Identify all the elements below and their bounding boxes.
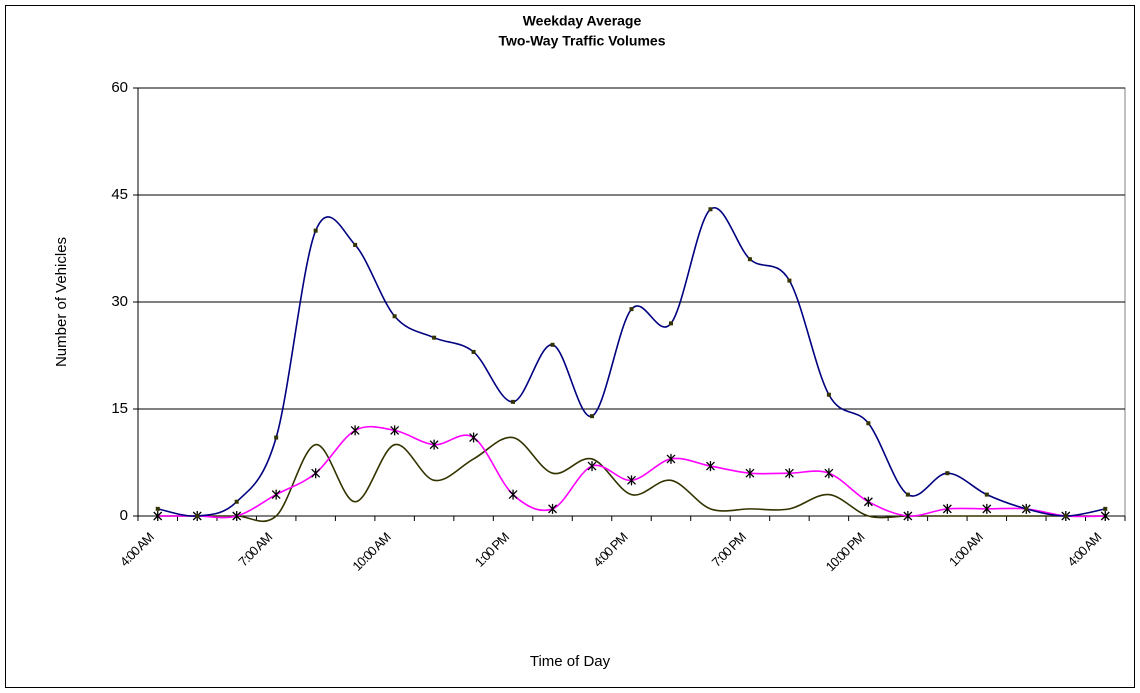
point-marker [232,511,242,521]
chart-title: Two-Way Traffic Volumes [499,33,666,49]
point-marker [587,461,597,472]
point-marker [1024,506,1029,511]
point-marker [903,511,913,521]
point-marker [627,475,636,486]
point-marker [429,439,439,450]
chart-title: Weekday Average [523,13,642,29]
point-marker [826,392,831,397]
x-axis-label: Time of Day [530,653,611,670]
point-marker [784,468,794,479]
point-marker [942,503,952,514]
chart-frame [5,5,1135,688]
point-marker [629,307,634,312]
point-marker [984,492,989,497]
point-marker [1063,514,1068,518]
series-line [157,206,1106,517]
point-marker [350,425,360,436]
point-marker [1100,511,1110,521]
point-marker [550,342,555,347]
point-marker [1103,506,1108,511]
point-marker [945,471,950,476]
point-marker [866,421,871,426]
point-marker [195,514,200,518]
point-marker [745,468,755,479]
point-marker [469,432,479,443]
point-marker [590,414,595,419]
y-tick-label: 0 [120,507,128,524]
point-marker [508,489,518,500]
y-axis-label: Number of Vehicles [53,237,70,367]
y-tick-label: 45 [111,186,128,203]
point-marker [666,453,676,464]
point-marker [153,511,163,521]
point-marker [390,425,400,436]
point-marker [511,399,516,404]
y-tick-label: 15 [111,400,128,417]
point-marker [787,278,792,283]
point-marker [905,492,910,497]
point-marker [708,207,713,212]
y-tick-label: 30 [111,293,128,310]
point-marker [668,321,673,326]
point-marker [982,503,992,514]
point-marker [471,349,476,354]
point-marker [311,468,321,479]
point-marker [155,506,160,511]
y-tick-label: 60 [111,79,128,96]
point-marker [353,242,358,247]
point-marker [274,435,279,440]
point-marker [863,496,873,507]
point-marker [313,228,318,233]
point-marker [271,489,281,500]
point-marker [392,314,397,319]
series-line [157,436,1106,523]
point-marker [747,257,752,262]
point-marker [234,499,239,504]
point-marker [824,468,834,479]
point-marker [706,461,715,472]
point-marker [432,335,437,340]
point-marker [548,503,557,514]
